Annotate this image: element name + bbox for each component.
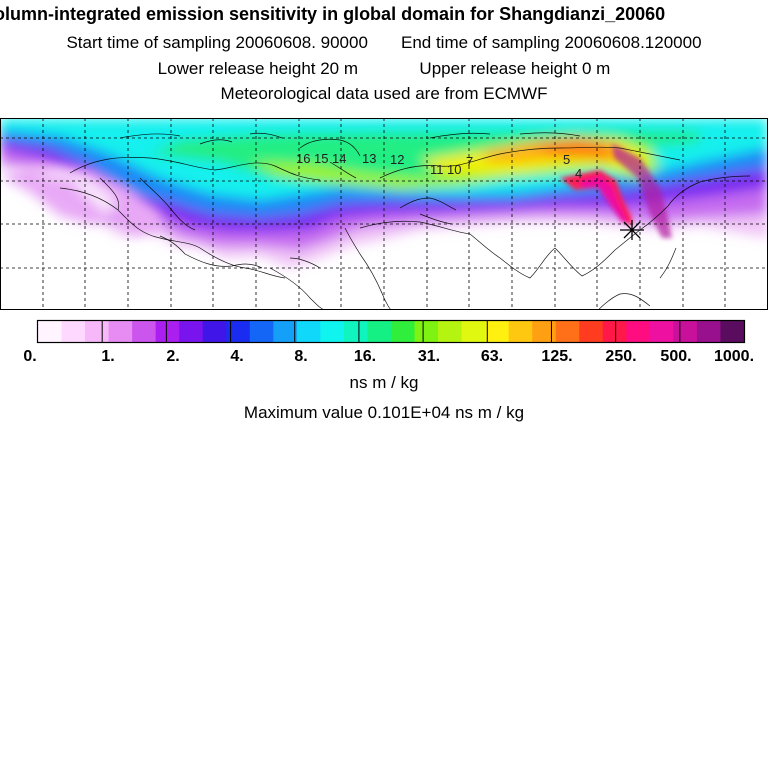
track-label: 14 xyxy=(332,151,346,166)
track-label: 7 xyxy=(466,154,473,169)
colorbar-swatch xyxy=(485,321,510,342)
colorbar-swatch xyxy=(155,321,180,342)
lower-release-label: Lower release height 20 m xyxy=(157,59,359,78)
colorbar-swatch xyxy=(179,321,204,342)
colorbar-tick-label: 63. xyxy=(481,348,503,365)
colorbar-tick-label: 125. xyxy=(541,348,572,365)
receptor-asterisk-icon xyxy=(620,220,644,240)
track-labels: 16 15 14 13 12 11 10 7 5 4 xyxy=(296,151,582,181)
track-label: 12 xyxy=(390,152,404,167)
colorbar-swatch xyxy=(132,321,157,342)
colorbar-swatch xyxy=(249,321,274,342)
colorbar-swatch xyxy=(343,321,369,342)
track-label: 16 xyxy=(296,151,310,166)
release-height-line: Lower release height 20 m Upper release … xyxy=(0,59,768,79)
colorbar-swatch xyxy=(508,321,533,342)
colorbar-swatch xyxy=(414,321,439,342)
colorbar-swatch xyxy=(649,321,674,342)
colorbar-swatch xyxy=(391,321,416,342)
colorbar-swatch xyxy=(461,321,486,342)
maximum-value-label: Maximum value 0.101E+04 ns m / kg xyxy=(243,403,525,422)
colorbar-swatches xyxy=(38,321,745,342)
colorbar-swatch xyxy=(532,321,557,342)
track-label: 15 xyxy=(314,151,328,166)
colorbar-swatch xyxy=(579,321,604,342)
colorbar-swatch xyxy=(202,321,227,342)
colorbar-frame xyxy=(36,319,746,344)
lat-lon-grid xyxy=(0,118,768,310)
colorbar-swatch xyxy=(85,321,110,342)
colorbar-tick-label: 31. xyxy=(418,348,440,365)
colorbar-swatch xyxy=(273,321,298,342)
colorbar: 0. 1. 2. 4. 8. 16. 31. 63. 125. 250. 500… xyxy=(23,319,754,365)
colorbar-swatch xyxy=(602,321,627,342)
colorbar-swatch xyxy=(438,321,463,342)
colorbar-ticks: 0. 1. 2. 4. 8. 16. 31. 63. 125. 250. 500… xyxy=(23,348,754,365)
colorbar-swatch xyxy=(320,321,345,342)
coastlines xyxy=(59,132,751,310)
colorbar-tick-label: 16. xyxy=(354,348,376,365)
end-time-label: End time of sampling 20060608.120000 xyxy=(400,33,702,52)
track-label: 5 xyxy=(563,152,570,167)
start-time-label: Start time of sampling 20060608. 90000 xyxy=(66,33,368,52)
met-data-label: Meteorological data used are from ECMWF xyxy=(220,84,548,103)
colorbar-swatch xyxy=(61,321,86,342)
colorbar-dividers xyxy=(101,321,681,342)
colorbar-swatch xyxy=(38,321,63,342)
track-label: 4 xyxy=(575,166,582,181)
colorbar-swatch xyxy=(367,321,392,342)
track-label: 11 xyxy=(430,162,444,177)
colorbar-tick-label: 250. xyxy=(605,348,636,365)
colorbar-swatch xyxy=(108,321,133,342)
track-label: 13 xyxy=(362,151,376,166)
colorbar-units: ns m / kg xyxy=(349,373,419,392)
colorbar-tick-label: 1. xyxy=(101,348,114,365)
colorbar-swatch xyxy=(626,321,651,342)
transport-plume xyxy=(560,144,672,238)
colorbar-tick-label: 8. xyxy=(294,348,307,365)
plot-title: olumn-integrated emission sensitivity in… xyxy=(0,4,666,24)
colorbar-tick-label: 0. xyxy=(23,348,36,365)
emission-sensitivity-map: 16 15 14 13 12 11 10 7 5 4 xyxy=(0,118,768,310)
colorbar-swatch xyxy=(696,321,722,342)
track-label: 10 xyxy=(447,162,461,177)
colorbar-swatch xyxy=(296,321,321,342)
colorbar-swatch xyxy=(673,321,698,342)
upper-release-label: Upper release height 0 m xyxy=(419,59,611,78)
colorbar-tick-label: 500. xyxy=(660,348,691,365)
colorbar-swatch xyxy=(720,321,745,342)
colorbar-swatch xyxy=(555,321,580,342)
colorbar-tick-label: 2. xyxy=(166,348,179,365)
sampling-time-line: Start time of sampling 20060608. 90000 E… xyxy=(0,33,768,53)
colorbar-tick-label: 1000. xyxy=(714,348,754,365)
colorbar-tick-label: 4. xyxy=(230,348,243,365)
colorbar-swatch xyxy=(226,321,251,342)
